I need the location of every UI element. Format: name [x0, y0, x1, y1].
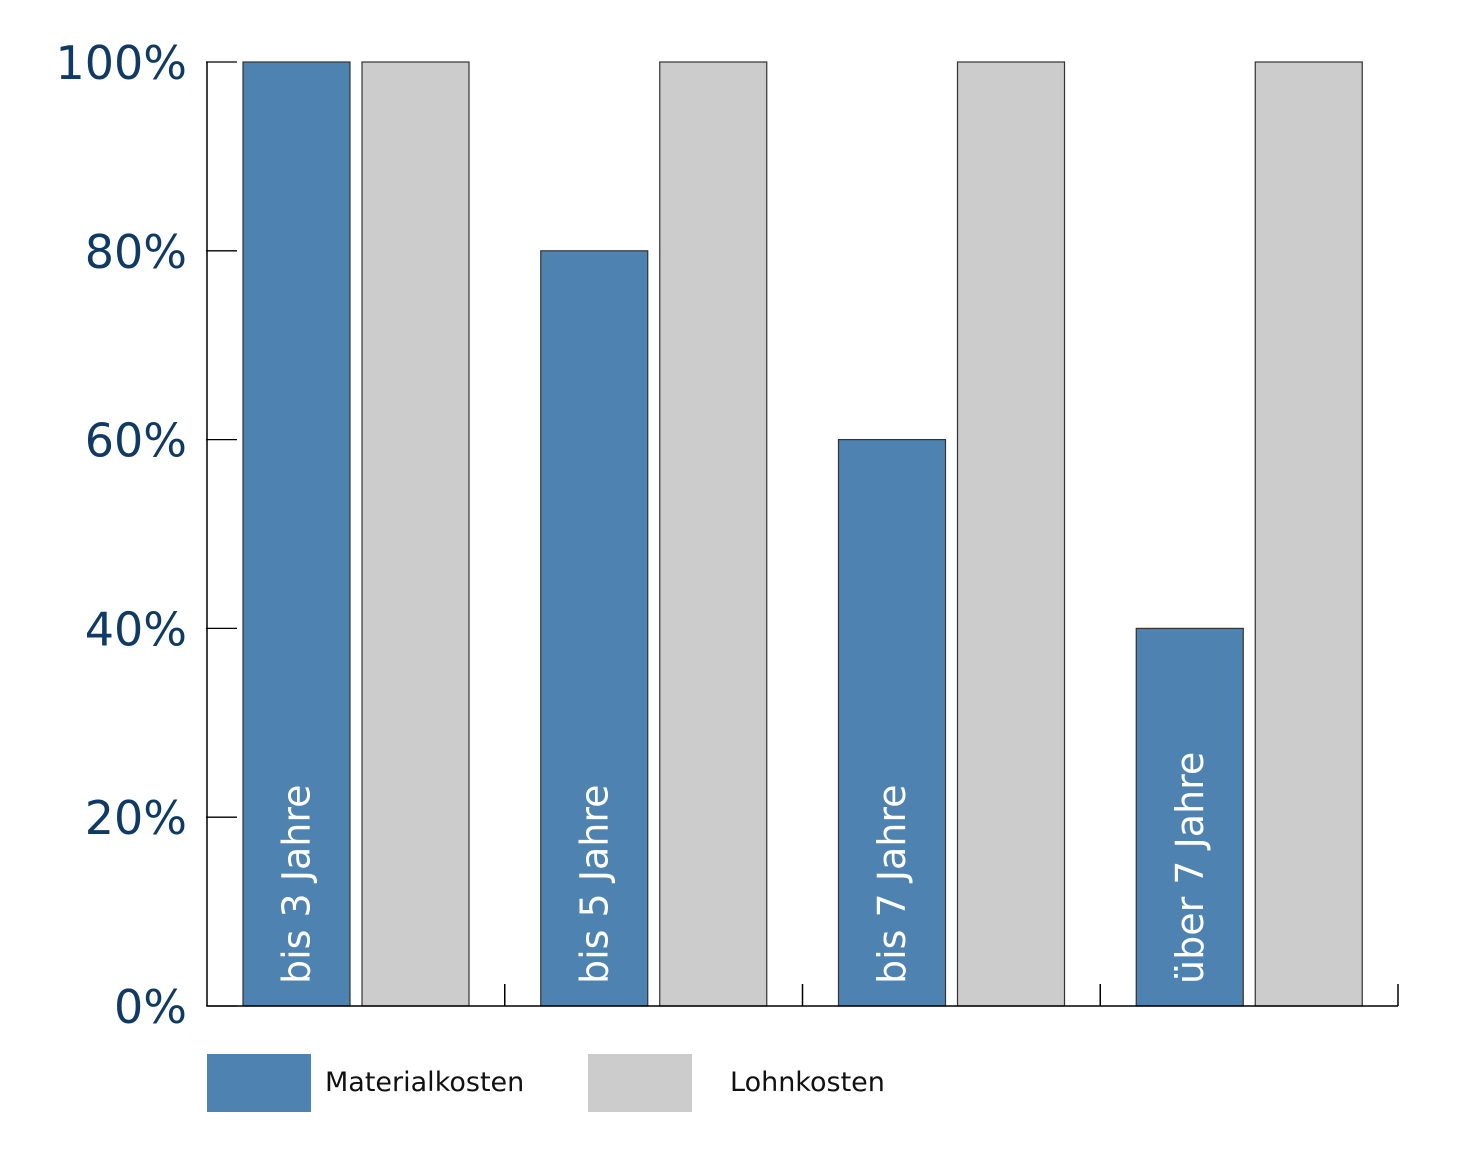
bar-materialkosten: [837, 439, 947, 1007]
y-axis: 0% 20% 40% 60% 80% 100%: [55, 36, 237, 1034]
legend-label: Materialkosten: [325, 1067, 524, 1098]
legend-swatch: [588, 1054, 692, 1112]
axes: [206, 62, 1399, 1007]
category-labels: bis 3 Jahre bis 5 Jahre bis 7 Jahre über 7 …: [275, 752, 1212, 984]
y-tick-label: 100%: [55, 36, 187, 90]
legend: Materialkosten Lohnkosten: [207, 1054, 885, 1112]
category-label: bis 3 Jahre: [275, 784, 319, 984]
category-label: bis 5 Jahre: [572, 784, 616, 984]
legend-label: Lohnkosten: [730, 1067, 885, 1098]
bar-materialkosten: [540, 250, 649, 1007]
y-tick-label: 0%: [114, 980, 187, 1034]
y-tick-label: 60%: [85, 414, 187, 468]
category-label: bis 7 Jahre: [870, 784, 914, 984]
bar-lohnkosten: [361, 61, 470, 1007]
category-label: über 7 Jahre: [1168, 752, 1212, 984]
bar-lohnkosten: [1254, 61, 1363, 1007]
bar-materialkosten: [1135, 627, 1244, 1007]
legend-swatch: [207, 1054, 311, 1112]
y-tick-label: 80%: [85, 225, 187, 279]
bar-lohnkosten: [659, 61, 768, 1007]
y-tick-label: 20%: [85, 791, 187, 845]
y-tick-label: 40%: [85, 602, 187, 656]
bars: [242, 61, 1363, 1007]
bar-lohnkosten: [956, 61, 1066, 1007]
